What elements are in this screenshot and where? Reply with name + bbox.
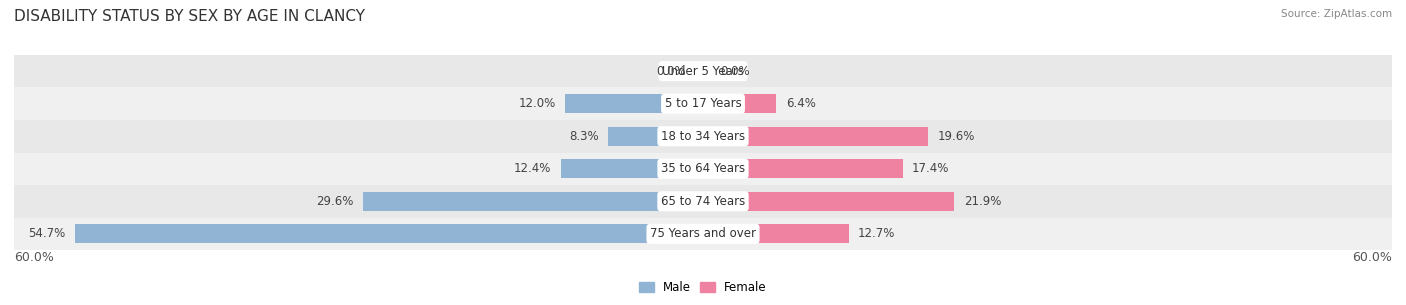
Text: 17.4%: 17.4% [912,162,949,175]
Text: 29.6%: 29.6% [316,195,354,208]
Text: 35 to 64 Years: 35 to 64 Years [661,162,745,175]
Bar [14,88,1392,120]
Text: 12.7%: 12.7% [858,227,896,240]
Text: 54.7%: 54.7% [28,227,66,240]
Legend: Male, Female: Male, Female [634,276,772,299]
Text: 19.6%: 19.6% [938,130,974,143]
Bar [703,94,776,113]
Text: 60.0%: 60.0% [1353,251,1392,264]
Bar [703,127,928,146]
Bar [14,120,1392,152]
Text: DISABILITY STATUS BY SEX BY AGE IN CLANCY: DISABILITY STATUS BY SEX BY AGE IN CLANC… [14,9,366,24]
Bar [561,159,703,178]
Text: 12.0%: 12.0% [519,97,555,110]
Text: 5 to 17 Years: 5 to 17 Years [665,97,741,110]
Text: Source: ZipAtlas.com: Source: ZipAtlas.com [1281,9,1392,19]
Text: 60.0%: 60.0% [14,251,53,264]
Text: 18 to 34 Years: 18 to 34 Years [661,130,745,143]
Bar [14,185,1392,217]
Text: 0.0%: 0.0% [657,65,686,78]
Bar [565,94,703,113]
Bar [14,152,1392,185]
Bar [703,224,849,243]
Text: 65 to 74 Years: 65 to 74 Years [661,195,745,208]
Text: 8.3%: 8.3% [569,130,599,143]
Bar [703,192,955,211]
Bar [607,127,703,146]
Bar [703,159,903,178]
Text: 6.4%: 6.4% [786,97,815,110]
Text: 21.9%: 21.9% [963,195,1001,208]
Text: Under 5 Years: Under 5 Years [662,65,744,78]
Text: 0.0%: 0.0% [720,65,749,78]
Text: 12.4%: 12.4% [515,162,551,175]
Bar [14,55,1392,88]
Bar [363,192,703,211]
Bar [75,224,703,243]
Bar [14,217,1392,250]
Text: 75 Years and over: 75 Years and over [650,227,756,240]
